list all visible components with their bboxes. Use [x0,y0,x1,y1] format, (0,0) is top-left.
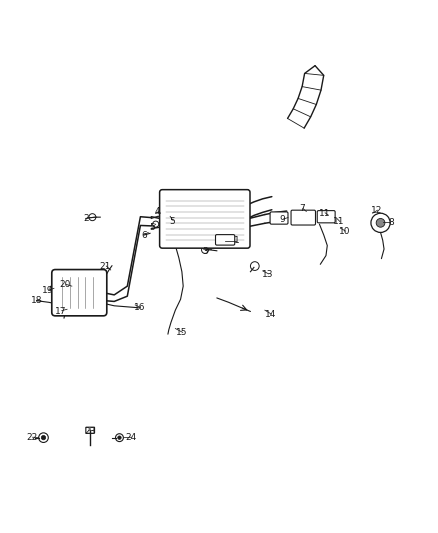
Text: 24: 24 [125,433,136,442]
Circle shape [41,435,46,440]
FancyBboxPatch shape [159,190,250,248]
FancyBboxPatch shape [86,427,95,433]
Text: 17: 17 [55,306,67,316]
Text: 6: 6 [141,231,147,239]
Text: 1: 1 [233,236,239,245]
FancyBboxPatch shape [215,235,235,245]
Text: 21: 21 [100,262,111,271]
Circle shape [376,219,385,227]
Text: 10: 10 [339,227,350,236]
FancyBboxPatch shape [52,270,107,316]
Text: 18: 18 [31,296,42,305]
Text: 14: 14 [265,310,276,319]
Text: 16: 16 [134,303,145,312]
FancyBboxPatch shape [291,210,315,225]
Text: 13: 13 [262,270,274,279]
FancyBboxPatch shape [317,211,335,223]
Text: 9: 9 [279,215,285,224]
Text: 23: 23 [85,427,96,436]
Text: 4: 4 [154,207,160,216]
Circle shape [118,436,121,439]
Text: 7: 7 [299,204,305,213]
Text: 3: 3 [202,247,208,256]
Text: 2: 2 [83,214,88,223]
Text: 11: 11 [333,217,345,227]
Text: 11: 11 [319,209,330,218]
Text: 12: 12 [371,206,383,215]
FancyBboxPatch shape [270,212,288,224]
Text: 15: 15 [176,328,187,337]
Text: 22: 22 [27,433,38,442]
Text: 19: 19 [42,286,53,295]
Text: 5: 5 [169,217,175,226]
Text: 20: 20 [60,280,71,289]
Text: 5: 5 [149,223,155,232]
Text: 8: 8 [389,219,394,228]
